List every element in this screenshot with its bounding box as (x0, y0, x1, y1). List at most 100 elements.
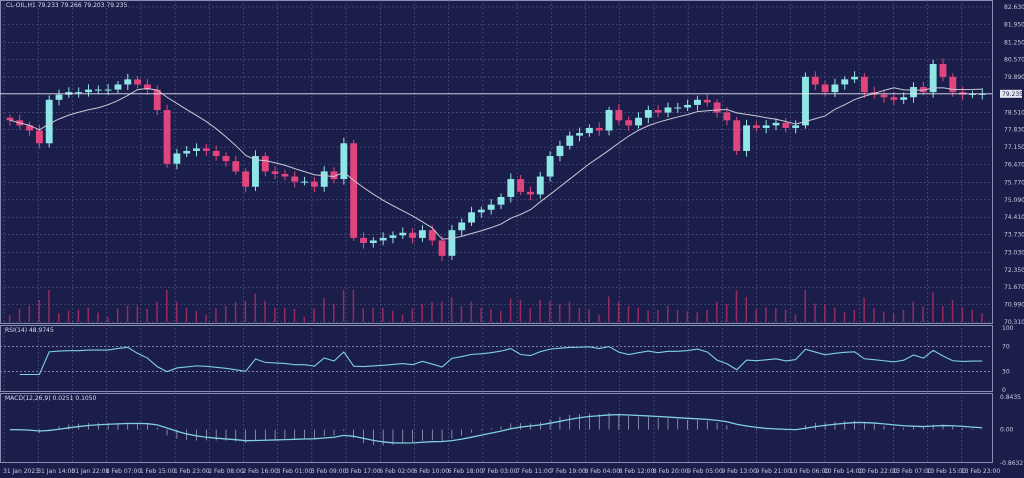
time-tick-label: 13 Feb 15:00 (927, 468, 967, 475)
candle-body (566, 135, 574, 146)
candle-body (222, 156, 230, 162)
volume-bar (883, 311, 885, 322)
candle-body (635, 117, 642, 126)
volume-bar (136, 305, 139, 322)
candle-body (35, 130, 43, 144)
volume-bar (411, 308, 414, 322)
volume-bar (401, 314, 404, 322)
candle-body (536, 176, 544, 195)
price-tick-label: 73.030 (1004, 249, 1024, 256)
candle-body (26, 125, 33, 131)
candle-body (212, 150, 220, 157)
candle-body (487, 204, 495, 210)
candle-body (94, 89, 102, 91)
price-tick-label: 70.990 (1004, 302, 1024, 309)
volume-bar (352, 290, 355, 322)
price-tick-label: 72.350 (1004, 267, 1024, 274)
time-tick-label: 6 Feb 18:00 (448, 468, 484, 475)
time-tick-label: 7 Feb 11:00 (516, 468, 552, 475)
candle-body (664, 107, 672, 113)
rsi-tick-label: 0 (1002, 387, 1006, 394)
time-tick-label: 2 Feb 16:00 (242, 468, 278, 475)
volume-bar (549, 301, 551, 322)
candle-body (703, 99, 711, 103)
moving-average-line (9, 87, 983, 240)
time-tick-label: 7 Feb 19:00 (550, 468, 586, 475)
time-tick-label: 13 Feb 23:00 (961, 468, 1001, 475)
price-tick-label: 82.630 (1004, 4, 1024, 11)
volume-bar (490, 309, 492, 322)
candle-body (527, 191, 534, 195)
price-tick-label: 76.470 (1004, 162, 1024, 169)
macd-label: MACD(12,26,9) 0.0251 0.1050 (5, 395, 97, 402)
time-tick-label: 10 Feb 06:00 (790, 468, 830, 475)
candle-body (143, 84, 151, 90)
time-tick-label: 8 Feb 04:00 (585, 468, 621, 475)
candle-body (841, 79, 849, 85)
volume-bar (28, 305, 31, 322)
candle-body (615, 110, 623, 121)
time-tick-label: 9 Feb 21:00 (756, 468, 792, 475)
volume-bar (676, 309, 679, 322)
volume-bar (126, 305, 129, 322)
candle-body (173, 153, 181, 164)
candle-body (399, 232, 407, 236)
volume-bar (264, 300, 266, 322)
volume-bar (195, 310, 198, 322)
candle-body (124, 79, 132, 85)
price-tick-label: 77.830 (1004, 127, 1024, 134)
volume-bar (166, 290, 168, 322)
time-tick-label: 7 Feb 03:00 (482, 468, 518, 475)
volume-bar (588, 309, 590, 322)
price-panel (0, 0, 993, 324)
price-tick-label: 77.150 (1004, 144, 1024, 151)
volume-bar (372, 307, 374, 322)
candle-body (929, 64, 937, 93)
volume-bar (244, 301, 247, 322)
volume-bar (745, 296, 748, 322)
candle-body (232, 161, 240, 172)
candle-body (281, 173, 289, 177)
candle-body (330, 171, 338, 180)
candle-body (310, 181, 318, 187)
volume-bar (116, 308, 119, 322)
macd-tick-label: -0.8632 (1000, 460, 1023, 467)
volume-bar (450, 297, 453, 322)
candle-body (55, 94, 63, 100)
candle-body (183, 150, 191, 154)
candle-body (45, 99, 53, 144)
candle-body (743, 125, 750, 151)
candle-body (546, 156, 554, 177)
price-tick-label: 81.950 (1004, 21, 1024, 28)
time-tick-label: 2 Feb 08:00 (208, 468, 244, 475)
candle-body (418, 230, 426, 238)
candle-body (153, 89, 161, 111)
time-tick-label: 3 Feb 17:00 (345, 468, 381, 475)
time-tick-label: 10 Feb 22:00 (858, 468, 898, 475)
time-tick-label: 8 Feb 20:00 (653, 468, 689, 475)
candle-body (163, 110, 171, 164)
candle-body (919, 87, 927, 93)
candle-body (625, 120, 633, 126)
volume-bar (58, 313, 60, 322)
volume-bar (8, 315, 11, 322)
price-tick-label: 71.670 (1004, 284, 1024, 291)
macd-signal-line (9, 413, 983, 444)
price-tick-label: 75.090 (1004, 197, 1024, 204)
candle-body (369, 240, 377, 243)
volume-bar (460, 306, 463, 322)
volume-bar (441, 301, 443, 322)
volume-bar (755, 309, 757, 322)
volume-bar (539, 299, 541, 322)
volume-bar (77, 309, 80, 322)
volume-bar (97, 312, 99, 322)
volume-bar (303, 316, 306, 322)
candle-body (271, 171, 279, 174)
volume-bar (67, 310, 70, 322)
candle-body (134, 79, 142, 85)
volume-bar (480, 307, 482, 322)
volume-bar (833, 307, 836, 322)
volume-bar (637, 307, 640, 322)
candle-body (389, 235, 397, 238)
